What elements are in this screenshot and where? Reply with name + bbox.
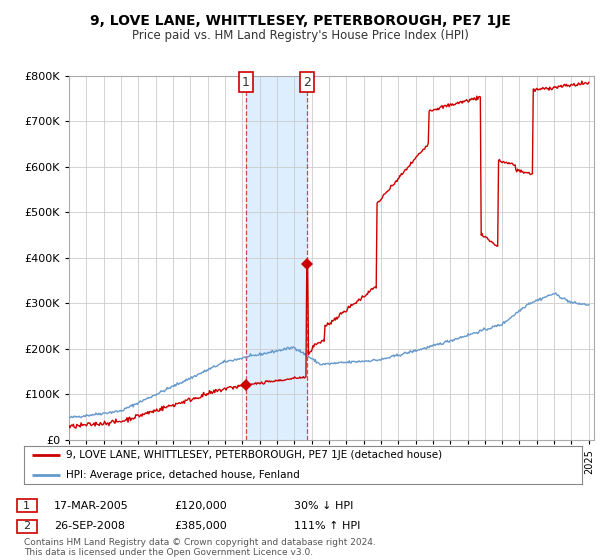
Text: £385,000: £385,000 [174, 521, 227, 531]
Text: 2: 2 [23, 521, 30, 531]
Text: 26-SEP-2008: 26-SEP-2008 [54, 521, 125, 531]
Text: 9, LOVE LANE, WHITTLESEY, PETERBOROUGH, PE7 1JE: 9, LOVE LANE, WHITTLESEY, PETERBOROUGH, … [89, 14, 511, 28]
Text: 111% ↑ HPI: 111% ↑ HPI [294, 521, 361, 531]
Text: £120,000: £120,000 [174, 501, 227, 511]
Text: 2: 2 [303, 76, 311, 88]
Text: 30% ↓ HPI: 30% ↓ HPI [294, 501, 353, 511]
Text: 1: 1 [242, 76, 250, 88]
Bar [246, 76, 307, 440]
Text: Price paid vs. HM Land Registry's House Price Index (HPI): Price paid vs. HM Land Registry's House … [131, 29, 469, 42]
Text: Contains HM Land Registry data © Crown copyright and database right 2024.
This d: Contains HM Land Registry data © Crown c… [24, 538, 376, 557]
Text: 9, LOVE LANE, WHITTLESEY, PETERBOROUGH, PE7 1JE (detached house): 9, LOVE LANE, WHITTLESEY, PETERBOROUGH, … [66, 450, 442, 460]
Text: 1: 1 [23, 501, 30, 511]
Text: 17-MAR-2005: 17-MAR-2005 [54, 501, 129, 511]
Text: HPI: Average price, detached house, Fenland: HPI: Average price, detached house, Fenl… [66, 470, 299, 480]
